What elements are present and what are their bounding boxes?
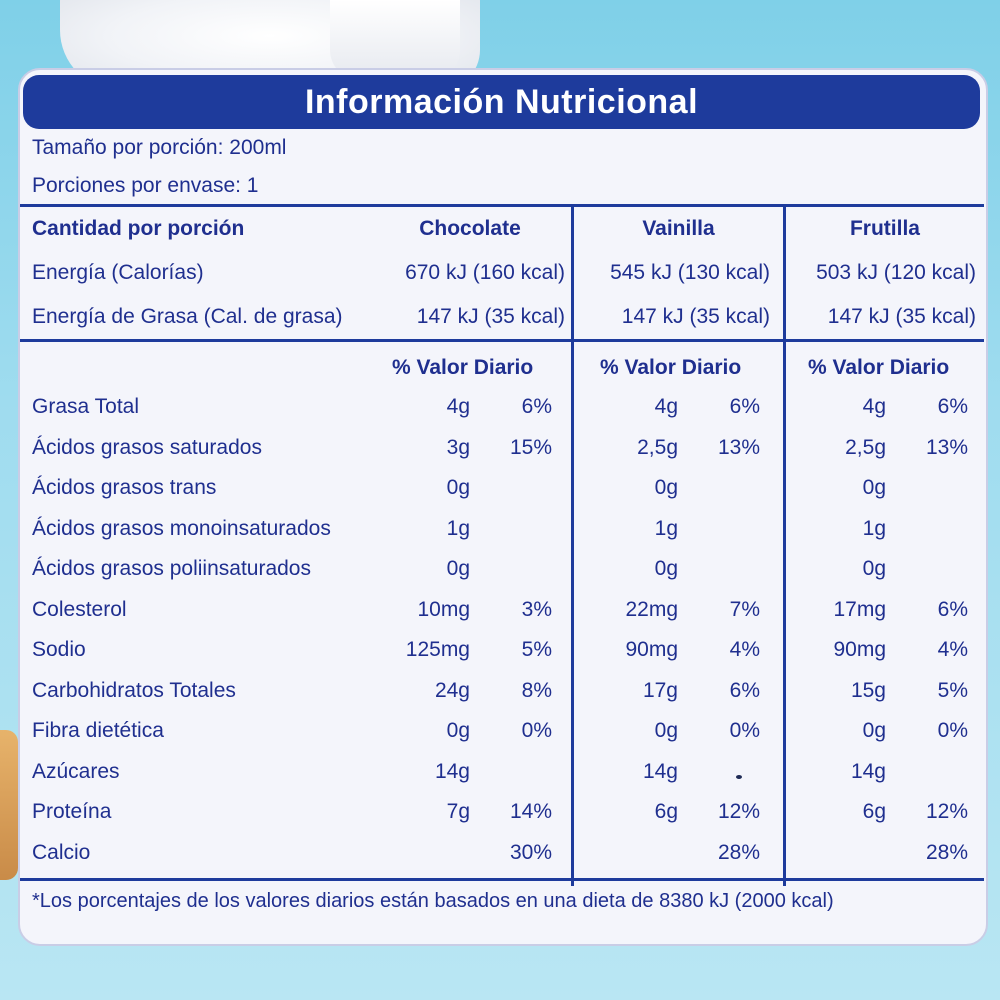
nutrient-label: Fibra dietética [32,719,164,742]
daily-value-vanilla: 6% [729,395,760,418]
nutrient-label: Ácidos grasos trans [32,476,217,499]
nutrient-label: Ácidos grasos saturados [32,435,262,459]
amount-vanilla: 90mg [625,638,678,661]
daily-value-vanilla: 0% [729,719,760,742]
amount-strawberry: 90mg [833,638,886,661]
daily-value-chocolate: 6% [521,395,552,418]
footnote: *Los porcentajes de los valores diarios … [32,890,834,912]
column-divider [571,204,574,886]
amount-strawberry: 0g [862,476,886,499]
amount-chocolate: 0g [446,719,470,742]
nutrient-label: Calcio [32,840,91,864]
daily-value-chocolate: 8% [521,678,552,702]
amount-strawberry: 6g [862,800,886,823]
daily-value-chocolate: 5% [521,638,552,661]
amount-chocolate: 125mg [405,638,470,661]
amount-chocolate: 0g [446,557,470,580]
energy-label: Energía (Calorías) [32,261,204,284]
daily-value-vanilla: 28% [717,840,760,864]
daily-value-vanilla: 4% [729,638,760,661]
amount-strawberry: 0g [862,557,886,580]
dv-header-chocolate: % Valor Diario [392,356,534,379]
daily-value-strawberry: 13% [925,435,968,459]
amount-chocolate: 14g [434,759,470,783]
amount-strawberry: 1g [862,516,886,540]
daily-value-chocolate: 30% [509,840,552,864]
package-wrapper-fold-2 [330,0,460,80]
nutrient-label: Azúcares [32,759,120,783]
nutrient-label: Grasa Total [32,395,139,418]
fat-energy-label: Energía de Grasa (Cal. de grasa) [32,305,343,328]
daily-value-strawberry: 4% [937,638,968,661]
daily-value-vanilla: 7% [729,597,760,621]
nutrient-label: Sodio [32,638,86,661]
amount-vanilla: 0g [654,557,678,580]
amount-vanilla: 17g [642,678,678,702]
nutrition-facts-panel: Información Nutricional Tamaño por porci… [20,72,984,940]
energy-chocolate: 670 kJ (160 kcal) [405,261,565,284]
amount-vanilla: 0g [654,719,678,742]
daily-value-strawberry: 6% [937,395,968,418]
daily-value-strawberry: 5% [937,678,968,702]
daily-value-vanilla: 6% [729,678,760,702]
flavor-chocolate: Chocolate [419,217,521,240]
nutrient-label: Proteína [32,800,112,823]
package-edge [0,730,18,880]
title-bar: Información Nutricional [23,75,980,129]
divider [20,204,984,207]
daily-value-chocolate: 0% [521,719,552,742]
amount-vanilla: 2,5g [637,435,678,459]
amount-chocolate: 24g [434,678,470,702]
amount-chocolate: 10mg [417,597,470,621]
amount-vanilla: 0g [654,476,678,499]
amount-vanilla: 1g [654,516,678,540]
flavor-vanilla: Vainilla [642,217,715,240]
column-divider [783,204,786,886]
servings-per-container: Porciones por envase: 1 [32,174,259,197]
amount-strawberry: 14g [850,759,886,783]
serving-size: Tamaño por porción: 200ml [32,136,287,159]
nutrition-title: Información Nutricional [304,82,699,121]
amount-chocolate: 4g [446,395,470,418]
energy-strawberry: 503 kJ (120 kcal) [816,261,976,284]
amount-strawberry: 2,5g [845,435,886,459]
fat-energy-vanilla: 147 kJ (35 kcal) [621,305,770,328]
dv-header-vanilla: % Valor Diario [600,356,742,379]
nutrition-label-background [18,68,988,946]
fat-energy-chocolate: 147 kJ (35 kcal) [416,305,565,328]
amount-chocolate: 1g [446,516,470,540]
amount-strawberry: 0g [862,719,886,742]
amount-chocolate: 7g [446,800,470,823]
daily-value-chocolate: 15% [509,435,552,459]
amount-strawberry: 15g [850,678,886,702]
daily-value-chocolate: 14% [509,800,552,823]
nutrient-label: Ácidos grasos monoinsaturados [32,516,331,540]
daily-value-vanilla: 12% [717,800,760,823]
daily-value-chocolate: 3% [521,597,552,621]
daily-value-vanilla: 13% [717,435,760,459]
amount-vanilla: 14g [642,759,678,783]
nutrient-label: Ácidos grasos poliinsaturados [32,557,311,580]
amount-chocolate: 0g [446,476,470,499]
amount-chocolate: 3g [446,435,470,459]
nutrient-label: Colesterol [32,597,127,621]
print-speck [736,775,742,779]
daily-value-strawberry: 6% [937,597,968,621]
flavor-strawberry: Frutilla [849,217,920,240]
daily-value-strawberry: 0% [937,719,968,742]
amount-vanilla: 4g [654,395,678,418]
amount-strawberry: 17mg [833,597,886,621]
amount-strawberry: 4g [862,395,886,418]
amount-vanilla: 22mg [625,597,678,621]
energy-vanilla: 545 kJ (130 kcal) [610,261,770,284]
amount-vanilla: 6g [654,800,678,823]
daily-value-strawberry: 28% [925,840,968,864]
divider [20,339,984,342]
divider [20,878,984,881]
dv-header-strawberry: % Valor Diario [808,356,950,379]
amount-per-serving-header: Cantidad por porción [32,217,245,240]
nutrient-label: Carbohidratos Totales [32,678,236,702]
daily-value-strawberry: 12% [925,800,968,823]
fat-energy-strawberry: 147 kJ (35 kcal) [827,305,976,328]
